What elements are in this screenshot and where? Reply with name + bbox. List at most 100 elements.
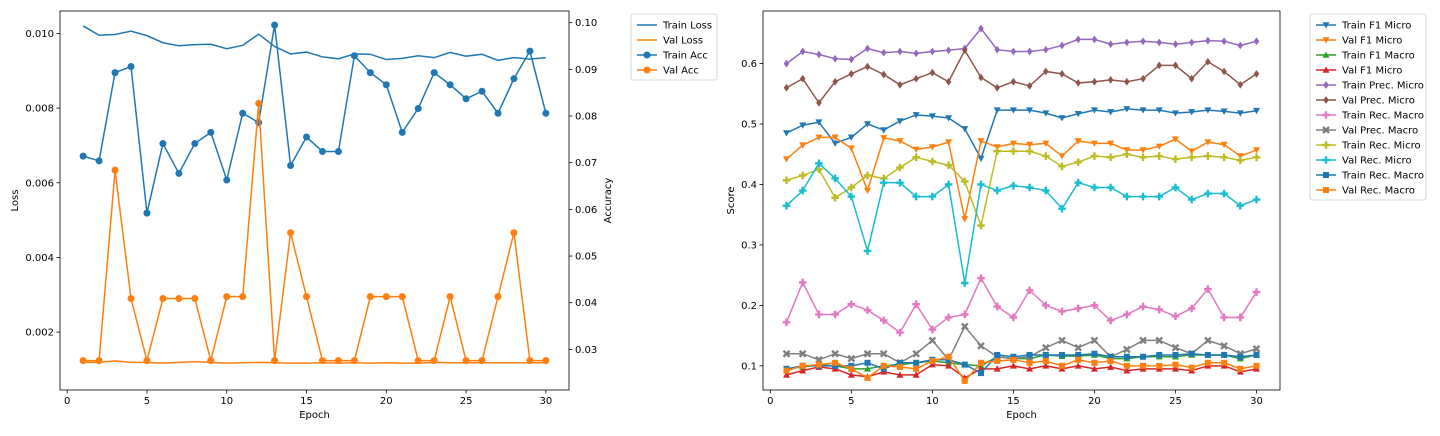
data-point — [1140, 74, 1146, 83]
legend-label: Train Acc — [662, 51, 708, 62]
legend-marker — [1322, 141, 1330, 149]
data-point — [1043, 45, 1049, 54]
data-point — [1139, 147, 1147, 154]
legend-entry: Val F1 Micro — [1316, 36, 1402, 47]
data-point — [783, 371, 790, 378]
data-point — [864, 187, 872, 195]
legend-entry: Val Prec. Macro — [1316, 126, 1418, 137]
data-point — [1106, 316, 1115, 325]
data-point — [993, 186, 1001, 195]
data-point — [1107, 353, 1114, 360]
data-point — [1172, 361, 1179, 368]
data-point — [816, 50, 822, 59]
data-point — [1010, 353, 1017, 360]
data-point — [1090, 336, 1099, 345]
data-point — [815, 159, 823, 168]
data-point — [799, 367, 807, 374]
data-point — [1236, 156, 1245, 165]
y2-tick-label: 0.04 — [575, 298, 597, 309]
data-point — [1236, 201, 1245, 210]
y2-tick-label: 0.03 — [575, 345, 597, 356]
data-point — [832, 77, 838, 86]
data-point — [961, 377, 968, 384]
data-point — [1139, 107, 1147, 114]
data-point — [1156, 351, 1163, 358]
data-point — [815, 310, 823, 319]
data-point — [798, 171, 807, 180]
score-chart: 0 5 10 15 20 25 30 0.1 0.2 0.3 0.4 0.5 0.6 Epoch Score… — [726, 10, 1427, 421]
data-point — [977, 155, 985, 162]
data-point — [1253, 351, 1260, 358]
legend-label: Train Rec. Micro — [1341, 141, 1421, 152]
data-point — [79, 357, 87, 365]
data-point — [1074, 158, 1083, 166]
data-point — [398, 128, 406, 136]
data-point — [896, 359, 903, 366]
legend-label: Train F1 Macro — [1341, 51, 1415, 62]
series-val-prec-micro — [783, 46, 1260, 107]
legend-entry: Train Acc — [637, 51, 708, 62]
data-point — [1059, 41, 1065, 50]
data-point — [1221, 351, 1228, 358]
data-point — [863, 349, 872, 358]
data-point — [1123, 147, 1131, 154]
data-point — [494, 293, 502, 301]
data-point — [783, 367, 790, 374]
data-point — [1107, 357, 1114, 364]
data-point — [879, 349, 888, 358]
data-point — [239, 293, 247, 301]
y-tick-label: 0.1 — [741, 361, 757, 372]
data-point — [1074, 178, 1083, 187]
data-point — [945, 362, 953, 369]
data-point — [526, 47, 534, 55]
legend-marker — [643, 66, 651, 74]
data-point — [994, 45, 1000, 54]
series-line — [83, 103, 546, 362]
data-point — [1075, 79, 1082, 87]
y-tick-label: 0.004 — [25, 253, 54, 264]
data-point — [1009, 140, 1017, 147]
data-point — [159, 295, 167, 303]
legend-label: Val Prec. Macro — [1342, 126, 1418, 137]
data-point — [1107, 76, 1114, 84]
legend-label: Val F1 Micro — [1342, 66, 1402, 77]
data-point — [815, 361, 822, 368]
data-point — [864, 359, 871, 366]
data-point — [782, 349, 791, 358]
y-tick-label: 0.5 — [741, 120, 757, 131]
data-point — [1090, 107, 1098, 114]
x-tick-label: 20 — [380, 396, 393, 407]
legend-label: Val Acc — [663, 66, 699, 77]
data-point — [366, 293, 374, 301]
data-point — [993, 144, 1001, 151]
data-point — [928, 113, 936, 120]
data-point — [945, 139, 953, 146]
data-point — [1236, 313, 1245, 322]
data-point — [239, 109, 247, 117]
data-point — [1221, 67, 1227, 76]
data-point — [494, 109, 502, 117]
data-point — [782, 201, 791, 210]
data-point — [913, 365, 920, 372]
series-val-f1-micro — [783, 134, 1260, 223]
data-point — [1026, 82, 1033, 90]
x-axis-label: Epoch — [1006, 410, 1037, 421]
data-point — [879, 316, 888, 325]
data-point — [1155, 336, 1164, 345]
data-point — [1074, 110, 1082, 118]
data-point — [912, 300, 920, 308]
y2-tick-label: 0.06 — [575, 205, 597, 216]
data-point — [1010, 77, 1017, 86]
data-point — [831, 174, 839, 183]
data-point — [1090, 152, 1099, 160]
data-point — [1188, 38, 1195, 47]
legend-marker — [643, 51, 651, 59]
data-point — [977, 370, 984, 377]
data-point — [1042, 110, 1050, 117]
data-point — [880, 135, 888, 142]
data-point — [1122, 345, 1131, 354]
data-point — [1107, 40, 1114, 49]
x-tick-label: 30 — [1250, 396, 1263, 407]
data-point — [815, 134, 823, 141]
legend-entry: Train Rec. Macro — [1316, 171, 1424, 182]
